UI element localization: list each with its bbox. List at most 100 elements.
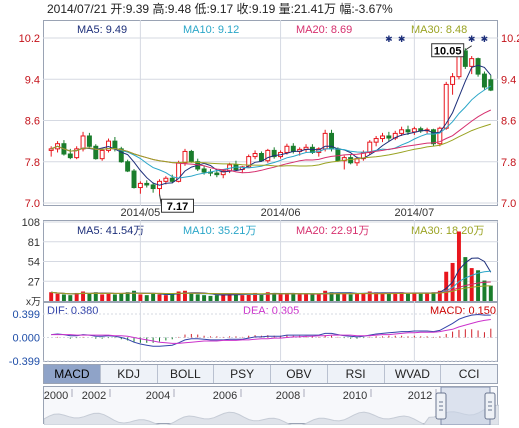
macd-dea-line: [51, 319, 491, 344]
volume-bar: [176, 291, 181, 301]
volume-bar: [316, 293, 321, 301]
candle-body: [201, 168, 207, 173]
volume-bar: [170, 293, 175, 301]
volume-bar: [68, 295, 73, 301]
candle-body: [348, 157, 354, 164]
candle-body: [475, 58, 481, 75]
header-change-label: 幅:: [339, 2, 355, 16]
candle-body: [48, 148, 54, 151]
volume-bar: [278, 294, 283, 301]
price-y-tick-right: 10.2: [501, 33, 519, 45]
volume-bar: [374, 292, 379, 301]
candle-body: [405, 129, 411, 133]
price-y-tick-left: 10.2: [19, 33, 40, 45]
volume-y-tick: 81: [28, 237, 40, 249]
volume-legend-ma20: MA20: 22.91万: [296, 225, 370, 237]
price-ma10-line: [51, 85, 492, 179]
volume-bar: [74, 292, 79, 301]
tab-kdj[interactable]: KDJ: [101, 365, 158, 383]
candle-body: [137, 182, 143, 189]
volume-bar: [323, 290, 328, 301]
volume-bar: [49, 292, 54, 301]
tab-rsi[interactable]: RSI: [328, 365, 385, 383]
candle-body: [182, 150, 188, 164]
macd-dif-line: [51, 313, 491, 347]
tab-obv[interactable]: OBV: [271, 365, 328, 383]
candle-body: [488, 79, 494, 91]
candle-body: [112, 140, 118, 150]
volume-bar: [412, 292, 417, 301]
volume-bar: [463, 257, 468, 301]
candle-body: [335, 148, 341, 162]
tab-wvad[interactable]: WVAD: [385, 365, 442, 383]
header-low: 9.17: [209, 2, 234, 16]
volume-bar: [476, 270, 481, 301]
volume-bar: [151, 293, 156, 301]
tab-cci[interactable]: CCI: [458, 367, 480, 381]
tab-psy[interactable]: PSY: [214, 365, 271, 383]
volume-bar: [246, 293, 251, 301]
annotation-leader: [465, 45, 472, 51]
timeline-year-label: 2010: [343, 390, 367, 402]
volume-bar: [253, 292, 258, 301]
candle-body: [169, 177, 175, 182]
tab-macd[interactable]: MACD: [44, 365, 101, 383]
timeline-year-label: 2004: [146, 390, 170, 402]
price-legend-ma30: MA30: 8.48: [411, 24, 468, 36]
volume-bar: [87, 293, 92, 301]
macd-y-tick: 0.399: [12, 309, 40, 321]
annotation-label: 10.05: [434, 46, 462, 58]
volume-bar: [393, 292, 398, 301]
tab-boll[interactable]: BOLL: [158, 365, 215, 383]
price-y-tick-left: 8.6: [25, 116, 40, 128]
volume-bar: [55, 293, 60, 301]
header-close-label: 收:: [236, 2, 252, 16]
price-legend-ma10: MA10: 9.12: [183, 24, 240, 36]
volume-bar: [272, 293, 277, 301]
volume-bar: [310, 294, 315, 301]
candle-body: [380, 135, 385, 140]
indicator-tabs: MACD KDJ BOLL PSY OBV RSI WVAD CCI: [43, 364, 498, 384]
timeline-navigator[interactable]: 2000 2002 2004 2006 2008 2010 2012: [43, 386, 499, 425]
candle-body: [258, 153, 264, 162]
candle-body: [163, 177, 169, 182]
timeline-year-label: 2006: [213, 390, 237, 402]
volume-bar: [214, 295, 219, 301]
header-close: 9.19: [251, 2, 276, 16]
price-y-tick-right: 9.4: [501, 74, 516, 86]
volume-bar: [335, 292, 340, 301]
candle-body: [106, 140, 112, 151]
candle-body: [252, 153, 258, 158]
candle-body: [411, 128, 417, 133]
header-date: 2014/07/21: [47, 2, 108, 16]
candle-body: [188, 150, 194, 163]
volume-bar: [81, 291, 86, 301]
volume-bar: [284, 292, 289, 301]
volume-bar: [221, 294, 226, 301]
candle-body: [67, 153, 73, 159]
candle-body: [86, 135, 92, 147]
header-volume: 21.41万: [293, 2, 336, 16]
macd-panel: [43, 302, 498, 362]
price-x-tick: 2014/05: [121, 207, 161, 219]
volume-ma30-line: [51, 285, 491, 295]
candle-body: [220, 170, 226, 176]
candle-body: [469, 58, 475, 67]
timeline-canvas: 2000 2002 2004 2006 2008 2010 2012: [44, 387, 499, 425]
price-ma5-line: [51, 64, 492, 186]
volume-bar: [61, 294, 66, 301]
candle-body: [125, 161, 131, 172]
candle-body: [150, 184, 156, 190]
candle-body: [144, 182, 150, 186]
volume-legend-ma10: MA10: 35.21万: [183, 225, 257, 237]
volume-bar: [380, 292, 385, 301]
volume-bar: [259, 294, 264, 301]
annotation-label: 7.17: [167, 201, 188, 213]
timeline-selection-window[interactable]: [440, 387, 491, 425]
header-change: -3.67%: [354, 2, 393, 16]
volume-bar: [233, 294, 238, 301]
volume-bar: [437, 290, 442, 301]
volume-legend-ma5: MA5: 41.54万: [77, 225, 145, 237]
volume-bar: [183, 290, 187, 301]
